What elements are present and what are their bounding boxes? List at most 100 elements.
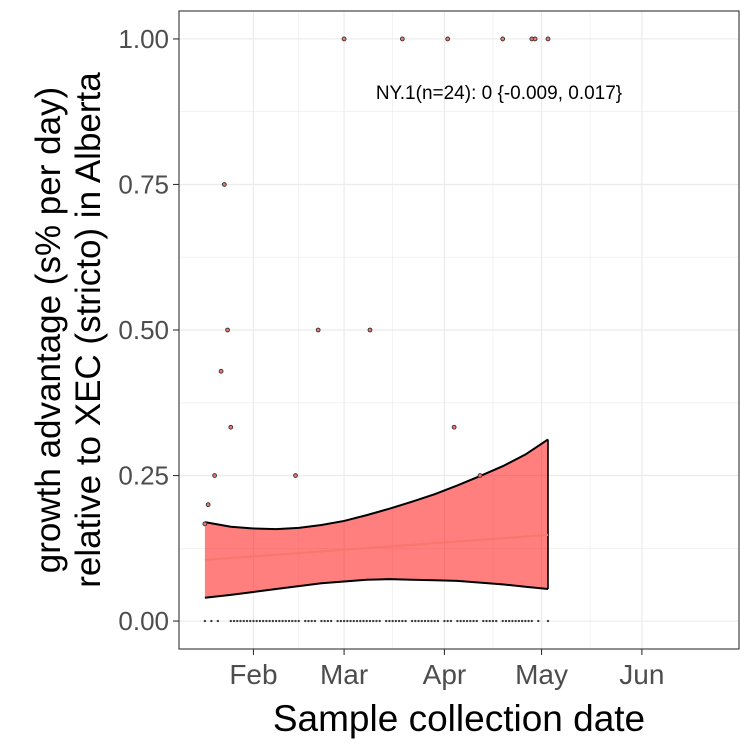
data-point-zero <box>391 619 394 623</box>
data-point-zero <box>372 619 375 623</box>
data-point-zero <box>462 619 466 623</box>
data-point-zero <box>524 619 527 623</box>
data-point <box>399 36 405 42</box>
data-point-zero <box>427 619 430 623</box>
x-tick-label: Mar <box>320 659 368 690</box>
data-point-zero <box>329 619 333 623</box>
data-point-zero <box>433 619 436 623</box>
data-point-zero <box>291 619 294 623</box>
data-point-zero <box>485 619 488 623</box>
data-point-zero <box>307 619 310 623</box>
data-point-zero <box>520 619 524 623</box>
data-point-zero <box>252 619 255 623</box>
y-tick-label: 0.00 <box>118 606 169 636</box>
data-point-zero <box>488 619 491 623</box>
data-point-zero <box>401 619 404 623</box>
data-point <box>445 36 451 42</box>
data-point <box>477 473 483 478</box>
ribbon-lower-edge <box>204 578 549 599</box>
data-point-zero <box>388 619 391 623</box>
data-point-zero <box>469 619 472 623</box>
data-point-zero <box>527 619 530 623</box>
data-point-zero <box>537 619 540 623</box>
y-tick-label: 0.25 <box>118 461 169 491</box>
axes: 0.00 0.25 0.50 0.75 1.00 Feb Mar Apr May Jun <box>118 24 664 690</box>
data-point-zero <box>443 619 446 623</box>
data-point-zero <box>216 619 220 623</box>
data-point-zero <box>404 619 407 623</box>
data-point-zero <box>501 619 504 623</box>
data-point <box>293 473 298 478</box>
data-point-zero <box>249 619 252 623</box>
data-point-zero <box>423 619 427 623</box>
data-point-zero <box>297 619 300 623</box>
x-axis-label: Sample collection date <box>273 698 645 739</box>
data-point-zero <box>336 619 339 623</box>
data-point-zero <box>239 619 242 623</box>
data-point <box>500 36 506 42</box>
data-points-layer <box>202 36 551 623</box>
confidence-ribbon <box>204 439 549 598</box>
data-point <box>451 424 457 430</box>
data-point-zero <box>265 619 268 623</box>
y-axis-label-group: growth advantage (s% per day) relative t… <box>29 72 108 588</box>
data-point-zero <box>255 619 258 623</box>
data-point-zero <box>436 619 440 623</box>
data-point-zero <box>320 619 323 623</box>
data-point-zero <box>504 619 508 623</box>
data-point-zero <box>294 619 297 623</box>
data-point <box>367 327 373 333</box>
data-point <box>532 36 538 42</box>
data-point-zero <box>355 619 359 623</box>
data-point-zero <box>375 619 378 623</box>
x-tick-label: Feb <box>229 659 277 690</box>
data-point-zero <box>326 619 330 623</box>
data-point-zero <box>362 619 365 623</box>
data-point-zero <box>245 619 249 623</box>
data-point-zero <box>323 619 326 623</box>
fit-line <box>204 533 549 561</box>
data-point-zero <box>482 619 485 623</box>
data-point-zero <box>414 619 417 623</box>
data-point-zero <box>368 619 372 623</box>
data-point-zero <box>410 619 414 623</box>
data-point-zero <box>236 619 239 623</box>
data-point-zero <box>378 619 381 623</box>
data-point-zero <box>229 619 232 623</box>
data-point-zero <box>465 619 469 623</box>
data-point <box>205 502 211 508</box>
data-point-zero <box>203 619 207 623</box>
data-point <box>545 36 551 42</box>
data-point-zero <box>359 619 362 623</box>
data-point-zero <box>530 619 534 623</box>
data-point-zero <box>456 619 459 623</box>
data-point-zero <box>313 619 317 623</box>
data-point-zero <box>417 619 420 623</box>
data-point-zero <box>430 619 433 623</box>
data-point-zero <box>258 619 262 623</box>
data-point-zero <box>472 619 475 623</box>
data-point-zero <box>274 619 278 623</box>
data-point <box>225 327 230 333</box>
data-point-zero <box>342 619 346 623</box>
data-point-zero <box>232 619 236 623</box>
data-point <box>212 473 218 478</box>
data-point-zero <box>284 619 288 623</box>
data-point <box>228 424 234 430</box>
data-point-zero <box>449 619 453 623</box>
x-tick-label: Apr <box>423 659 467 690</box>
data-point <box>221 182 227 187</box>
data-point-zero <box>271 619 275 623</box>
x-tick-label: Jun <box>619 659 664 690</box>
data-point <box>202 521 208 527</box>
data-point-zero <box>242 619 245 623</box>
data-point <box>218 368 224 374</box>
data-point-zero <box>420 619 423 623</box>
data-point-zero <box>384 619 388 623</box>
data-point <box>315 327 321 333</box>
data-point-zero <box>352 619 355 623</box>
data-point-zero <box>304 619 307 623</box>
data-point-zero <box>514 619 517 623</box>
data-point-zero <box>446 619 449 623</box>
